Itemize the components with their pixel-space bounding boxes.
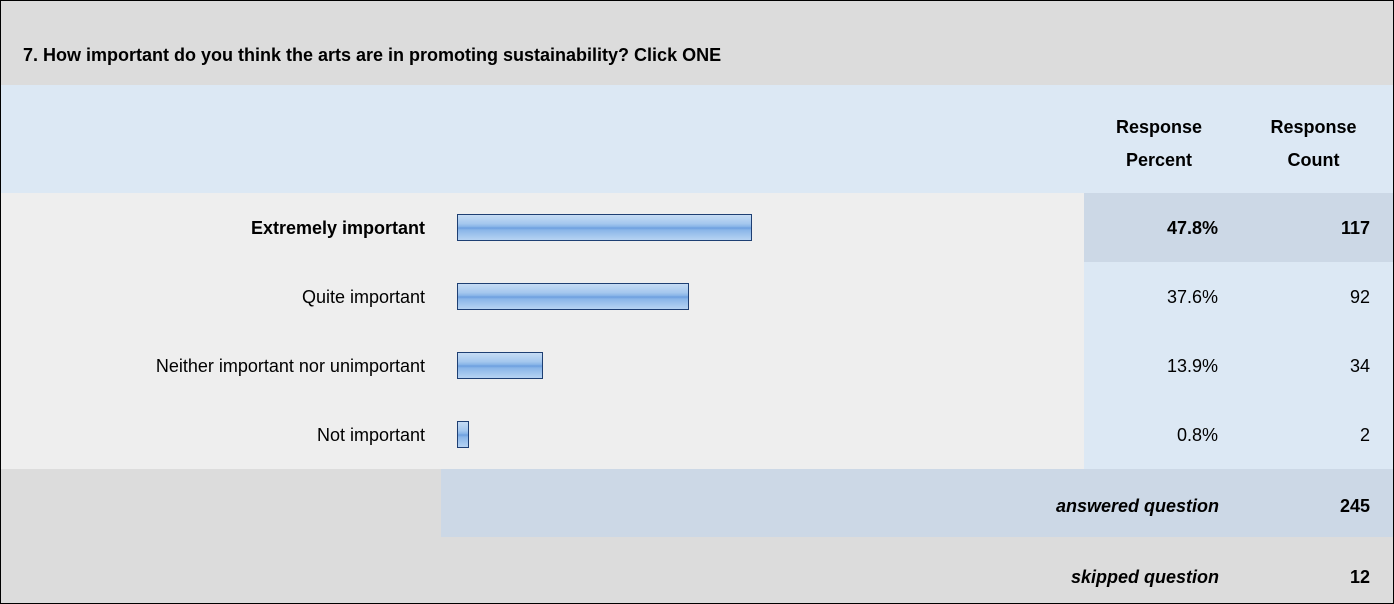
response-bar bbox=[457, 214, 752, 241]
skipped-row: skipped question 12 bbox=[1, 537, 1393, 603]
question-title: 7. How important do you think the arts a… bbox=[23, 45, 722, 65]
category-label: Extremely important bbox=[250, 218, 425, 238]
category-label: Neither important nor unimportant bbox=[155, 356, 425, 376]
response-percent-header: Response Percent bbox=[1084, 111, 1234, 177]
value-cell-background bbox=[1084, 193, 1393, 262]
value-cell-background bbox=[1084, 262, 1393, 331]
response-count: 117 bbox=[1340, 218, 1370, 238]
column-header-row: Response Percent Response Count bbox=[1, 85, 1393, 193]
value-cell-background bbox=[1084, 400, 1393, 469]
response-percent: 0.8% bbox=[1176, 425, 1218, 445]
response-count-header-line2: Count bbox=[1287, 150, 1340, 170]
response-percent-header-line2: Percent bbox=[1125, 150, 1193, 170]
category-label: Quite important bbox=[301, 287, 425, 307]
response-rows: Extremely important 47.8% 117 Quite importa… bbox=[1, 193, 1393, 469]
response-bar bbox=[457, 283, 689, 310]
response-row: Neither important nor unimportant 13.9% 34 bbox=[1, 331, 1393, 400]
response-bar bbox=[457, 421, 469, 448]
response-bar bbox=[457, 352, 543, 379]
skipped-question-count: 12 bbox=[1349, 567, 1370, 587]
response-count: 2 bbox=[1359, 425, 1370, 445]
answered-question-count: 245 bbox=[1339, 496, 1370, 516]
response-row: Quite important 37.6% 92 bbox=[1, 262, 1393, 331]
value-cell-background bbox=[1084, 331, 1393, 400]
answered-row-highlight bbox=[441, 469, 1393, 537]
response-percent: 13.9% bbox=[1166, 356, 1218, 376]
answered-question-label: answered question bbox=[1055, 496, 1219, 516]
skipped-question-label: skipped question bbox=[1070, 567, 1219, 587]
response-count-header-line1: Response bbox=[1270, 117, 1357, 137]
answered-row: answered question 245 bbox=[1, 469, 1393, 537]
response-row: Not important 0.8% 2 bbox=[1, 400, 1393, 469]
category-label: Not important bbox=[316, 425, 425, 445]
response-count: 92 bbox=[1349, 287, 1370, 307]
response-percent: 37.6% bbox=[1166, 287, 1218, 307]
response-percent: 47.8% bbox=[1166, 218, 1218, 238]
response-count: 34 bbox=[1349, 356, 1370, 376]
question-header: 7. How important do you think the arts a… bbox=[1, 1, 1393, 85]
response-count-header: Response Count bbox=[1234, 111, 1393, 177]
response-percent-header-line1: Response bbox=[1115, 117, 1203, 137]
response-row: Extremely important 47.8% 117 bbox=[1, 193, 1393, 262]
